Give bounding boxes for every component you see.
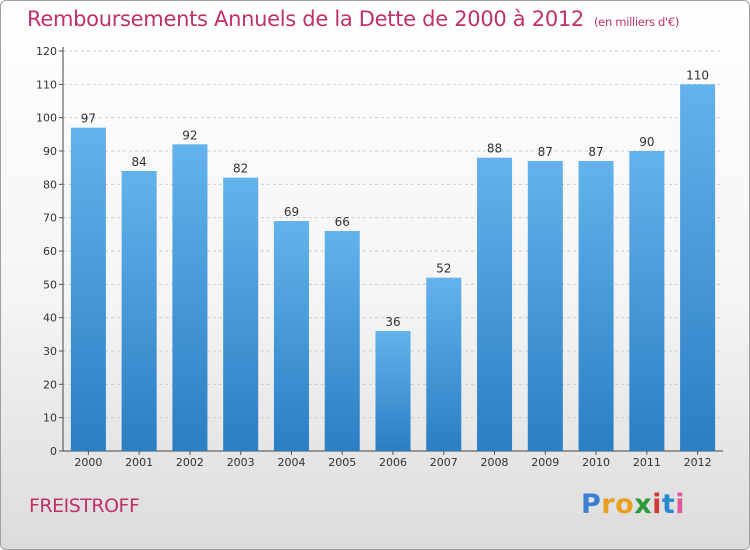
y-tick-label: 10 [43, 412, 57, 425]
data-label: 88 [487, 142, 502, 156]
x-tick-label: 2000 [74, 456, 102, 469]
logo-letter: i [652, 489, 662, 520]
data-label: 52 [436, 262, 451, 276]
data-label: 82 [233, 162, 248, 176]
x-tick-label: 2004 [277, 456, 305, 469]
data-label: 87 [538, 145, 553, 159]
y-tick-label: 40 [43, 312, 57, 325]
data-label: 36 [385, 315, 400, 329]
data-label: 110 [686, 68, 709, 82]
bar [121, 171, 157, 451]
y-tick-label: 90 [43, 145, 57, 158]
proxiti-logo: Proxiti [581, 489, 685, 520]
chart-title: Remboursements Annuels de la Dette de 20… [27, 7, 679, 31]
data-label: 84 [132, 155, 147, 169]
y-tick-label: 120 [36, 45, 57, 58]
data-label: 69 [284, 205, 299, 219]
bar [273, 221, 309, 451]
bar [477, 157, 513, 451]
bar [426, 277, 462, 451]
bar [527, 161, 563, 451]
x-tick-label: 2001 [125, 456, 153, 469]
y-tick-label: 100 [36, 112, 57, 125]
logo-letter: x [634, 489, 653, 520]
y-tick-label: 0 [50, 445, 57, 458]
data-label: 87 [588, 145, 603, 159]
x-tick-label: 2012 [684, 456, 712, 469]
bar [223, 177, 259, 451]
logo-letter: i [675, 489, 686, 520]
chart-title-unit: (en milliers d'€) [594, 15, 680, 29]
x-tick-label: 2010 [582, 456, 610, 469]
data-label: 90 [639, 135, 654, 149]
x-tick-label: 2009 [531, 456, 559, 469]
y-tick-label: 50 [43, 278, 57, 291]
chart-title-text: Remboursements Annuels de la Dette de 20… [27, 7, 584, 31]
data-label: 97 [81, 112, 96, 126]
y-tick-label: 80 [43, 178, 57, 191]
data-label: 66 [335, 215, 350, 229]
bar [680, 84, 716, 451]
y-tick-label: 60 [43, 245, 57, 258]
logo-letter: o [615, 489, 635, 520]
bar [70, 127, 106, 452]
y-tick-label: 110 [36, 78, 57, 91]
x-tick-label: 2003 [227, 456, 255, 469]
data-label: 92 [182, 128, 197, 142]
bar [172, 144, 208, 452]
commune-name: FREISTROFF [29, 495, 140, 517]
bar [629, 151, 665, 451]
logo-letter: t [661, 489, 676, 520]
x-tick-label: 2008 [481, 456, 509, 469]
y-tick-label: 30 [43, 345, 57, 358]
logo-letter: r [601, 489, 616, 520]
y-tick-label: 20 [43, 378, 57, 391]
x-tick-label: 2005 [328, 456, 356, 469]
x-tick-label: 2002 [176, 456, 204, 469]
x-tick-label: 2007 [430, 456, 458, 469]
bar [375, 331, 411, 451]
bar [324, 231, 360, 451]
y-tick-label: 70 [43, 212, 57, 225]
logo-letter: P [581, 489, 602, 520]
bar [578, 161, 614, 451]
x-tick-label: 2006 [379, 456, 407, 469]
x-tick-label: 2011 [633, 456, 661, 469]
